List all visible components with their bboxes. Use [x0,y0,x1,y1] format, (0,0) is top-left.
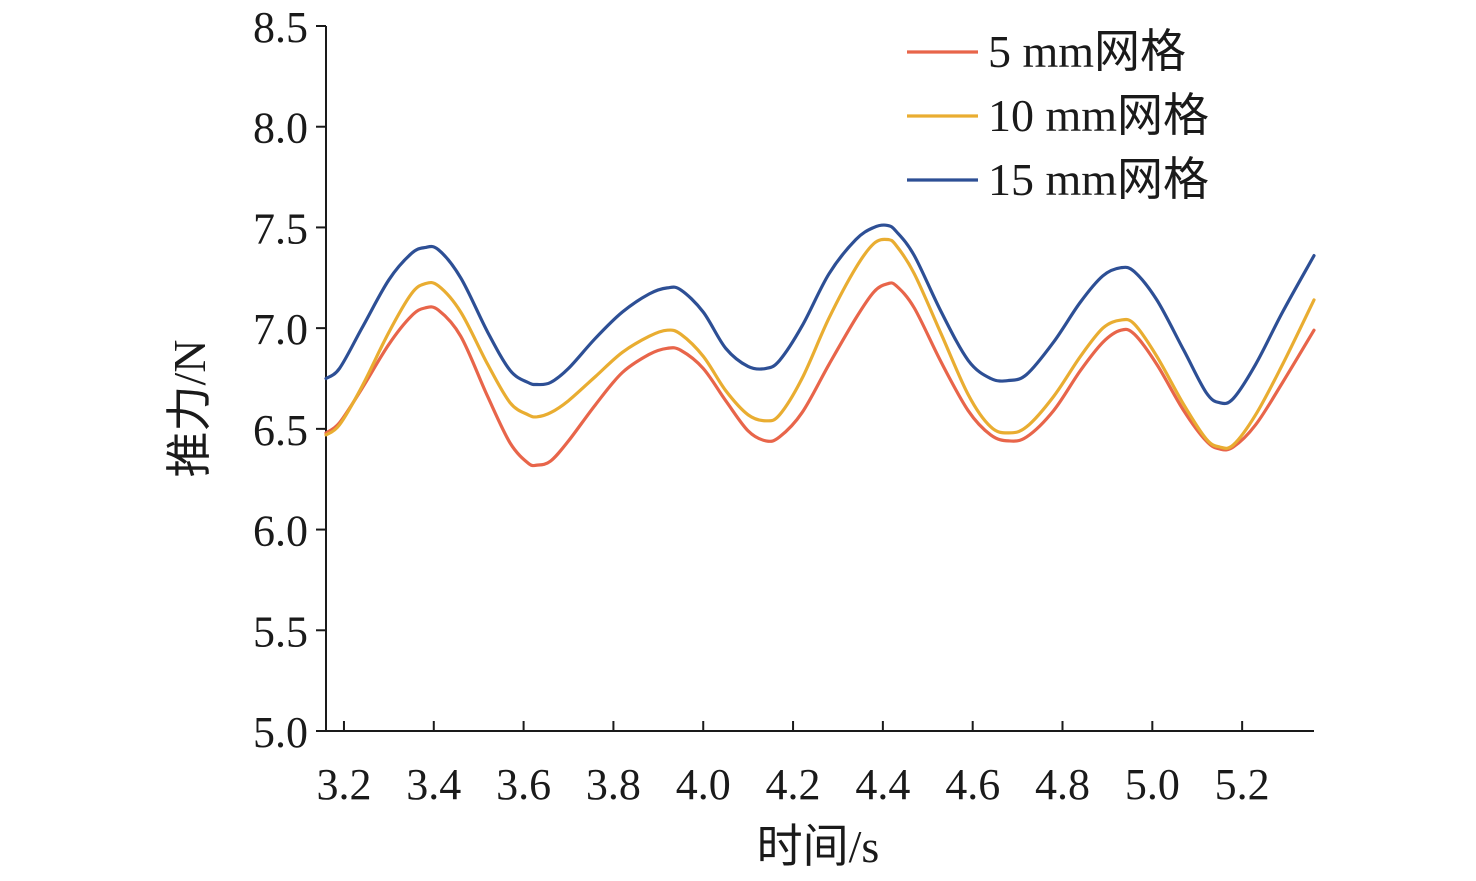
y-tick-label: 7.0 [253,305,308,354]
legend-entry-15mm: 15 mm网格 [907,154,1209,205]
y-tick-label: 5.5 [253,607,308,656]
y-axis-label: 推力/N [164,340,215,478]
series-line-10mm [324,237,1316,450]
x-axis-label: 时间/s [757,821,880,872]
legend-label: 5 mm网格 [988,26,1186,77]
x-tick-label: 3.8 [586,760,641,809]
legend-entry-10mm: 10 mm网格 [907,90,1209,141]
legend: 5 mm网格 10 mm网格 15 mm网格 [907,26,1209,205]
y-tick-label: 6.0 [253,507,308,556]
legend-entry-5mm: 5 mm网格 [907,26,1186,77]
x-tick-label: 3.4 [406,760,461,809]
y-tick-label: 6.5 [253,406,308,455]
y-tick-label: 8.5 [253,3,308,52]
series-layer [324,223,1316,468]
y-tick-label: 7.5 [253,204,308,253]
x-tick-label: 3.2 [316,760,371,809]
x-tick-label: 4.6 [945,760,1000,809]
y-tick-label: 5.0 [253,708,308,757]
legend-label: 10 mm网格 [988,90,1209,141]
x-tick-label: 3.6 [496,760,551,809]
x-tick-label: 5.0 [1125,760,1180,809]
legend-label: 15 mm网格 [988,154,1209,205]
x-tick-label: 5.2 [1215,760,1270,809]
x-tick-label: 4.0 [676,760,731,809]
x-tick-label: 4.4 [855,760,910,809]
series-line-5mm [324,281,1316,468]
x-tick-label: 4.2 [766,760,821,809]
series-line-15mm [324,223,1316,406]
x-tick-label: 4.8 [1035,760,1090,809]
axes: 5.0 5.5 6.0 6.5 7.0 7.5 8.0 8.5 3.2 3.4 3.6 3.8 4.0 4… [253,3,1314,809]
y-tick-label: 8.0 [253,104,308,153]
